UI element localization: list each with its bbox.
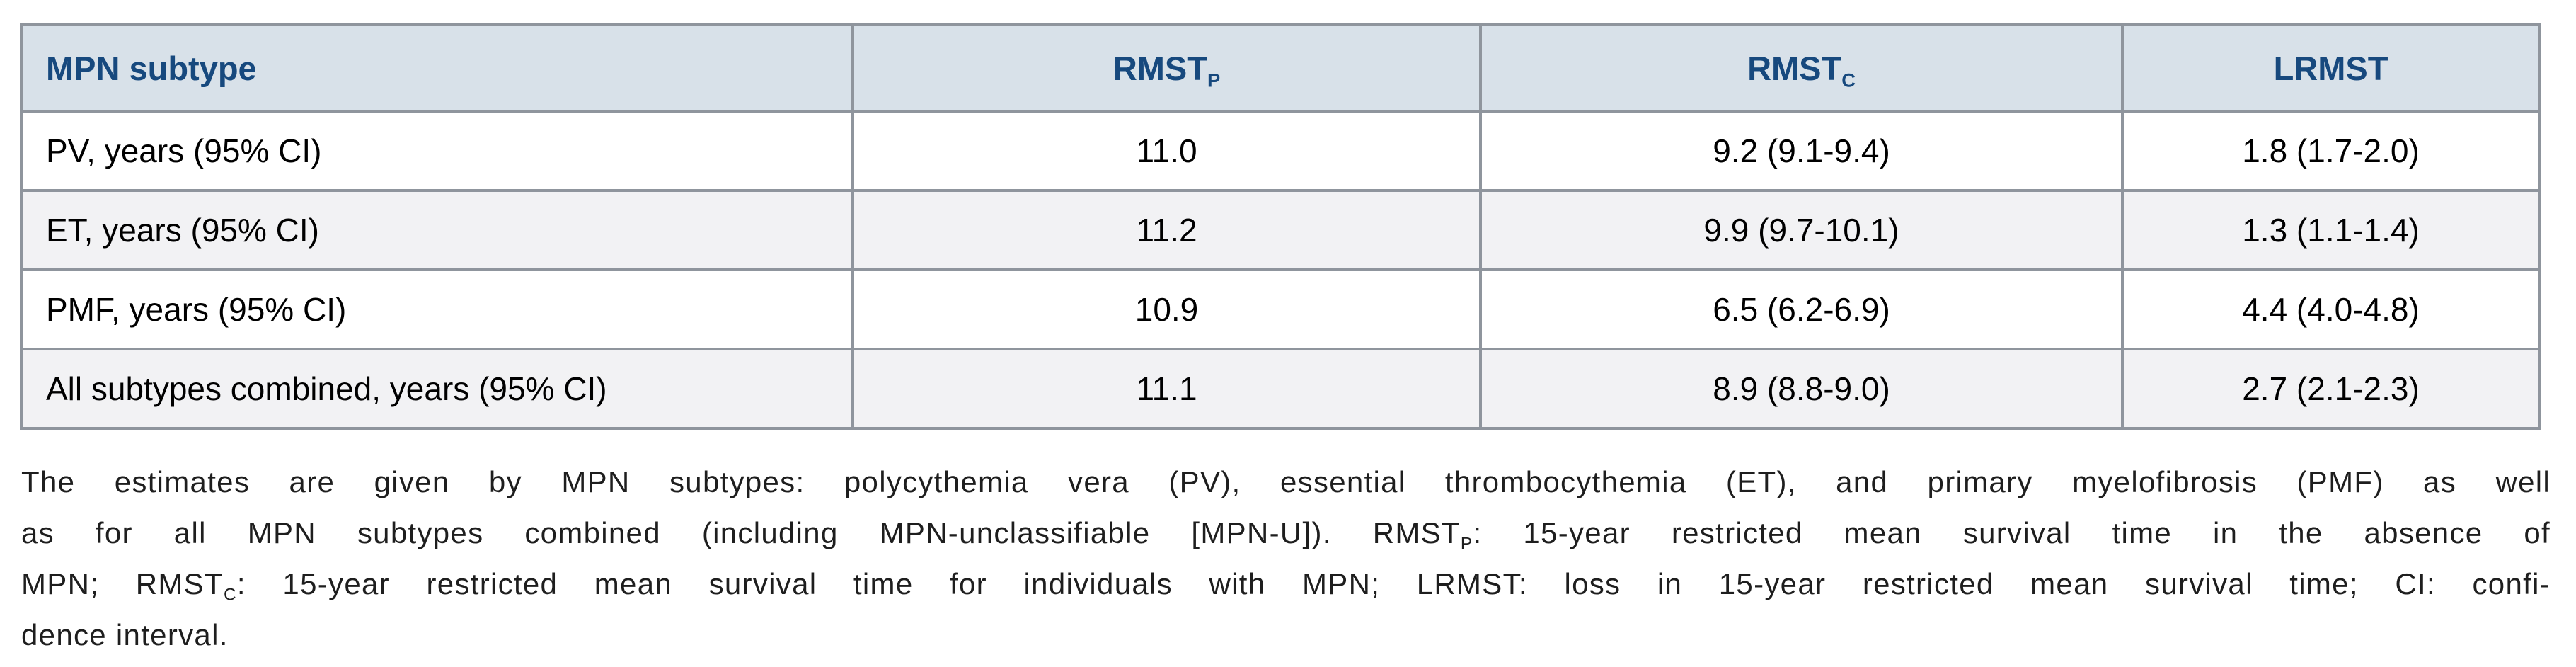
value-cell: 6.5 (6.2-6.9) <box>1479 268 2124 350</box>
column-header: RMSTP <box>851 23 1482 113</box>
column-header: LRMST <box>2121 23 2541 113</box>
value-cell: 11.0 <box>851 110 1482 192</box>
value-cell: 1.8 (1.7-2.0) <box>2121 110 2541 192</box>
value-cell: 9.9 (9.7-10.1) <box>1479 189 2124 271</box>
footnote-line: MPN; RMSTC: 15-year restricted mean surv… <box>21 567 2551 605</box>
table-row: PMF, years (95% CI) 10.9 6.5 (6.2-6.9) 4.4 … <box>20 268 2541 350</box>
footnote-line: as for all MPN subtypes combined (includ… <box>21 516 2551 554</box>
table-row: ET, years (95% CI) 11.2 9.9 (9.7-10.1) 1.3 … <box>20 189 2541 271</box>
table-row: PV, years (95% CI) 11.0 9.2 (9.1-9.4) 1.8 (… <box>20 110 2541 192</box>
footnote: The estimates are given by MPN subtypes:… <box>21 457 2551 661</box>
column-header-label: RMST <box>1112 49 1207 87</box>
footnote-line: dence interval. <box>21 618 229 651</box>
header-row: MPN subtype RMSTP RMSTC LRMST <box>20 23 2541 113</box>
column-header-label: MPN subtype <box>46 49 257 87</box>
subscript: P <box>1207 69 1221 91</box>
column-header-label: RMST <box>1747 49 1842 87</box>
value-cell: 4.4 (4.0-4.8) <box>2121 268 2541 350</box>
value-cell: 8.9 (8.8-9.0) <box>1479 348 2124 430</box>
column-header: MPN subtype <box>20 23 854 113</box>
value-cell: 2.7 (2.1-2.3) <box>2121 348 2541 430</box>
rmst-table: MPN subtype RMSTP RMSTC LRMST PV, years (95… <box>20 23 2541 430</box>
column-header: RMSTC <box>1479 23 2124 113</box>
row-label-cell: PMF, years (95% CI) <box>20 268 854 350</box>
value-cell: 9.2 (9.1-9.4) <box>1479 110 2124 192</box>
subscript: P <box>1460 534 1473 554</box>
value-cell: 11.2 <box>851 189 1482 271</box>
subscript: C <box>223 585 237 605</box>
row-label-cell: ET, years (95% CI) <box>20 189 854 271</box>
subscript: C <box>1841 69 1856 91</box>
column-header-label: LRMST <box>2273 49 2388 87</box>
table-body: PV, years (95% CI) 11.0 9.2 (9.1-9.4) 1.8 (… <box>20 110 2541 430</box>
value-cell: 10.9 <box>851 268 1482 350</box>
value-cell: 11.1 <box>851 348 1482 430</box>
row-label-cell: PV, years (95% CI) <box>20 110 854 192</box>
table-header: MPN subtype RMSTP RMSTC LRMST <box>20 23 2541 113</box>
footnote-line: The estimates are given by MPN subtypes:… <box>21 465 2551 498</box>
value-cell: 1.3 (1.1-1.4) <box>2121 189 2541 271</box>
table-row: All subtypes combined, years (95% CI) 11.… <box>20 348 2541 430</box>
row-label-cell: All subtypes combined, years (95% CI) <box>20 348 854 430</box>
